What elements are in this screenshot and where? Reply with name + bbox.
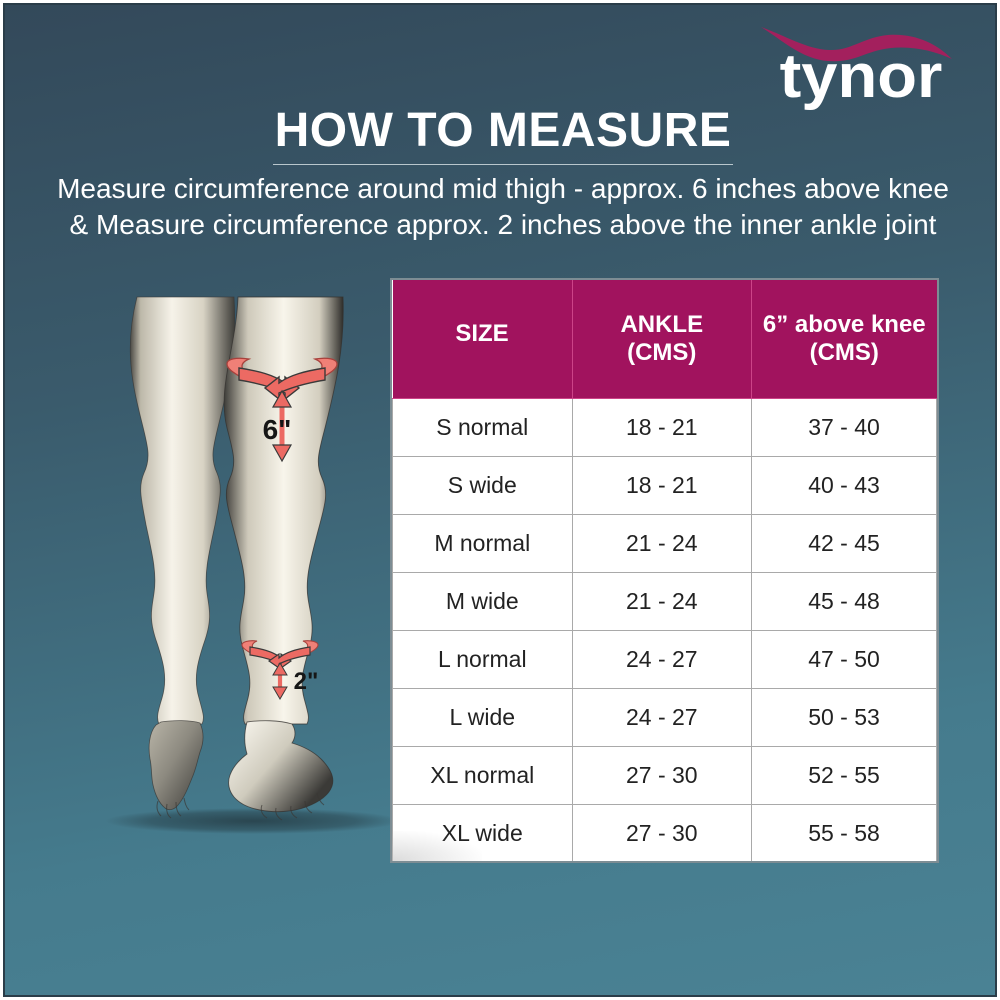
svg-text:2": 2" [294,668,319,695]
